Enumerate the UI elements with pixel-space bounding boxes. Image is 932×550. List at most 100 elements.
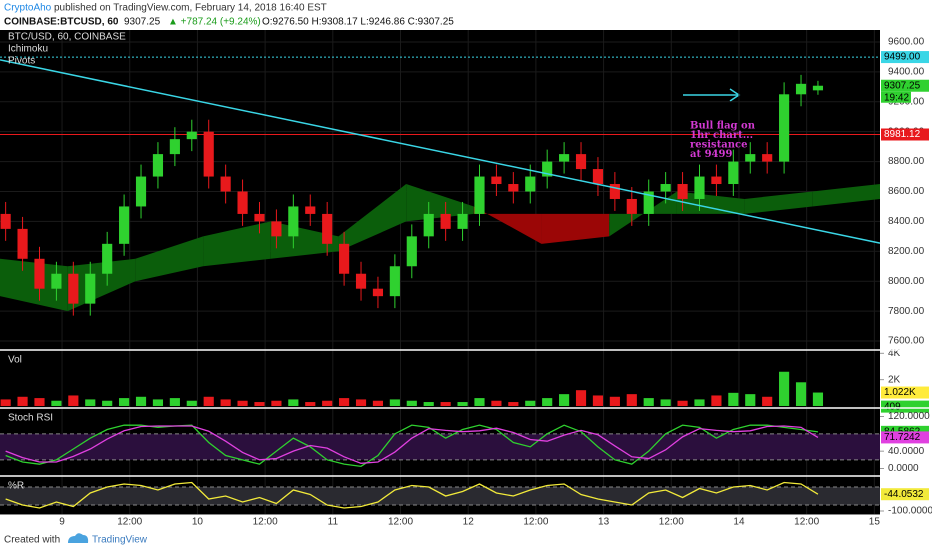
candle-body — [186, 131, 197, 140]
y-tick-label: -100.0000 — [888, 506, 932, 517]
candle-body — [119, 206, 130, 244]
y-tick-label: 40.0000 — [888, 446, 925, 457]
volume-bar — [575, 390, 587, 406]
volume-bar — [592, 395, 604, 406]
volume-bar — [491, 400, 502, 406]
candle-body — [423, 213, 434, 237]
candle-body — [491, 176, 502, 185]
volume-bar — [525, 400, 536, 406]
ichimoku-cloud — [744, 191, 813, 214]
legend-item: BTC/USD, 60, COINBASE — [8, 32, 126, 43]
trendline — [0, 59, 881, 244]
panel-title: Vol — [8, 355, 22, 366]
candle-body — [152, 154, 164, 177]
legend-item: Pivots — [8, 56, 35, 67]
candle-body — [135, 176, 147, 207]
candle-body — [711, 176, 722, 185]
volume-bar — [322, 400, 333, 406]
candle-body — [508, 184, 519, 192]
indicator-line — [5, 425, 819, 464]
candle-body — [406, 236, 417, 267]
x-tick-label: 12:00 — [253, 517, 278, 528]
volume-bar — [169, 398, 180, 406]
volume-bar — [694, 399, 705, 406]
candle-body — [34, 258, 45, 289]
candle-body — [677, 184, 688, 199]
x-tick-label: 13 — [598, 517, 610, 528]
price-tag — [881, 431, 929, 444]
candle-body — [85, 273, 96, 304]
candle-body — [626, 198, 637, 214]
volume-bar — [626, 394, 637, 406]
candle-body — [203, 131, 214, 177]
candle-body — [795, 83, 807, 95]
volume-bar — [474, 398, 485, 406]
volume-bar — [237, 400, 248, 406]
x-tick-label: 12:00 — [794, 517, 819, 528]
candle-body — [525, 176, 536, 192]
candle-body — [355, 273, 367, 289]
ichimoku-cloud — [338, 184, 407, 252]
annotation: resistance — [690, 140, 748, 151]
ichimoku-cloud — [0, 258, 68, 312]
volume-bar — [135, 396, 147, 406]
volume-bar — [389, 399, 400, 406]
price-tag — [881, 386, 929, 399]
candle-body — [271, 221, 282, 237]
candle-body — [592, 169, 604, 185]
countdown: 19:42 — [884, 92, 909, 103]
volume-bar — [660, 399, 671, 406]
volume-bar — [762, 396, 773, 406]
y-tick-label: 8200.00 — [888, 246, 925, 257]
ichimoku-cloud — [473, 206, 542, 244]
volume-bar — [457, 402, 468, 406]
change: ▲ +787.24 (+9.24%) — [168, 17, 261, 28]
x-tick-label: 12:00 — [659, 517, 684, 528]
volume-bar — [711, 395, 722, 406]
indicator-line — [5, 481, 819, 509]
ohlc: O:9276.50 H:9308.17 L:9246.86 C:9307.25 — [262, 17, 454, 28]
price-tag — [881, 79, 929, 92]
volume-bar — [812, 392, 824, 406]
candle-body — [237, 191, 248, 214]
ichimoku-cloud — [203, 221, 271, 267]
ichimoku-cloud — [270, 221, 339, 259]
footer-text: Created with — [4, 535, 60, 546]
candle-body — [169, 139, 180, 155]
price-tag — [881, 51, 929, 64]
volume-bar — [779, 371, 790, 406]
x-tick-label: 12:00 — [388, 517, 413, 528]
price-tag — [881, 400, 929, 413]
panel-title: %R — [8, 481, 24, 492]
candle-body — [660, 184, 671, 192]
candle-body — [542, 161, 553, 177]
candle-body — [17, 228, 28, 259]
ichimoku-cloud — [135, 236, 204, 282]
annotation: Bull flag on — [690, 121, 756, 132]
volume-bar — [406, 400, 417, 406]
x-tick-label: 12 — [463, 517, 475, 528]
author: CryptoAho — [4, 3, 52, 14]
candle-body — [51, 273, 62, 289]
volume-bar — [745, 394, 756, 406]
price-tag-label: 71.7242 — [884, 432, 921, 443]
volume-bar — [440, 402, 451, 406]
annotation: 1hr chart... — [690, 130, 753, 141]
candle-body — [68, 273, 79, 304]
price-tag-label: 8981.12 — [884, 129, 921, 140]
volume-bar — [677, 400, 688, 406]
volume-bar — [254, 402, 265, 406]
x-axis-bg — [0, 514, 880, 515]
footer: Created with TradingView — [4, 533, 148, 546]
volume-bar — [795, 382, 807, 406]
band — [0, 433, 880, 460]
volume-bar — [0, 399, 11, 406]
band — [0, 487, 880, 505]
ichimoku-cloud — [541, 213, 610, 244]
y-tick-label: 9400.00 — [888, 67, 925, 78]
indicator-line — [5, 424, 819, 468]
price-tag-label: -44.0532 — [884, 489, 924, 500]
volume-bar — [152, 399, 164, 406]
candle-body — [457, 213, 468, 229]
candle-body — [288, 206, 299, 237]
